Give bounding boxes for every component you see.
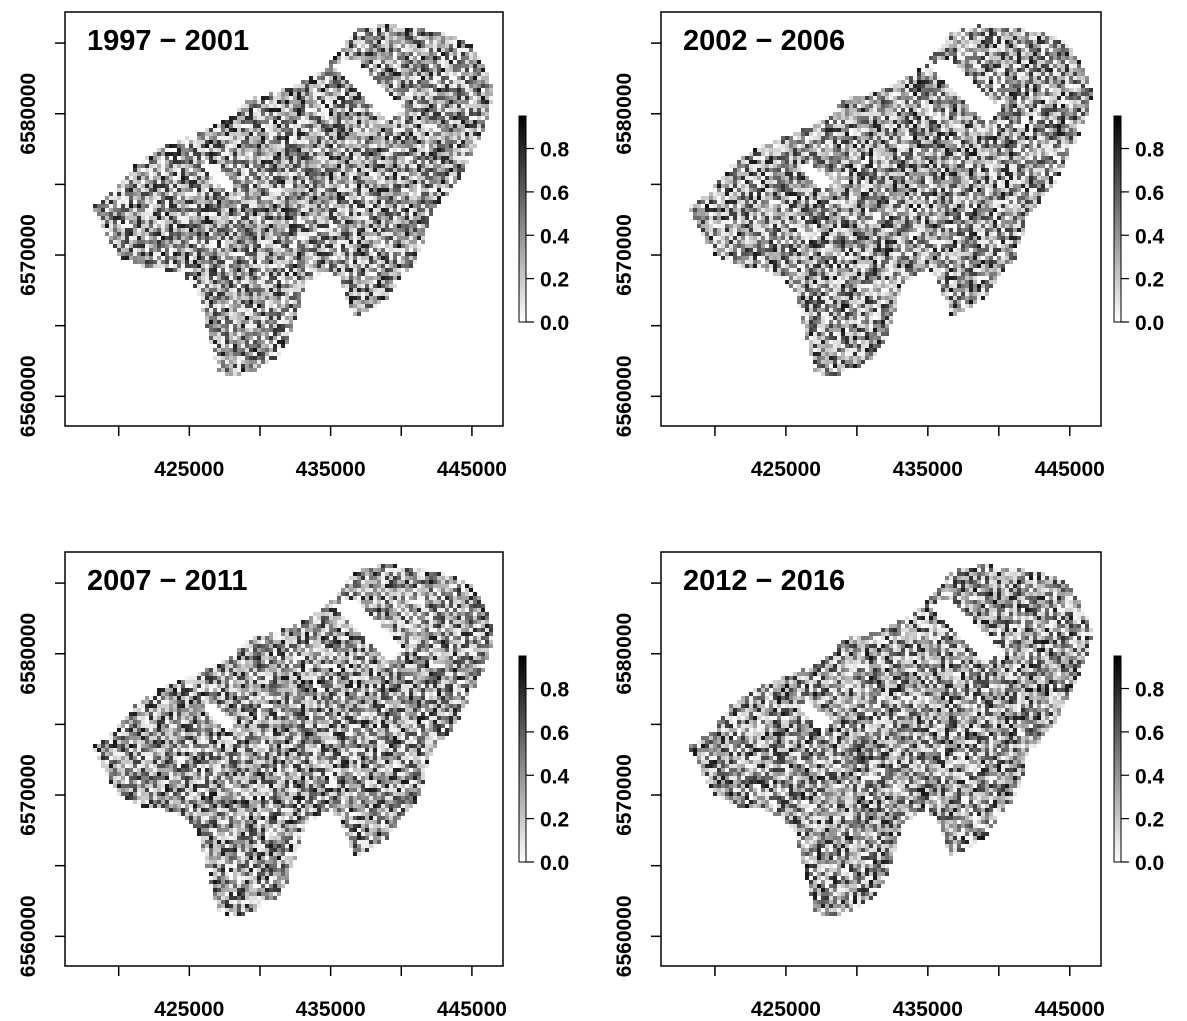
colorbar-tick-label: 0.0 <box>1135 312 1164 335</box>
plot-frame <box>660 11 1102 427</box>
y-tick-label: 6580000 <box>613 73 636 155</box>
y-tick-label: 6560000 <box>613 895 636 977</box>
colorbar-tick-label: 0.6 <box>540 722 569 745</box>
raster-layer <box>689 564 1093 916</box>
plot-frame <box>64 551 504 967</box>
x-tick-label: 445000 <box>437 998 507 1021</box>
x-tick-label: 425000 <box>751 458 821 481</box>
colorbar-tick-label: 0.8 <box>540 139 570 162</box>
x-tick-label: 425000 <box>154 998 224 1021</box>
colorbar-scale <box>518 655 527 863</box>
y-tick-label: 6560000 <box>17 895 40 977</box>
x-tick-label: 425000 <box>154 458 224 481</box>
raster-layer <box>93 24 493 376</box>
y-tick-label: 6570000 <box>613 214 636 296</box>
map-panel: 2002 − 2006 425000 435000 445000 6560000 6570… <box>613 11 1165 481</box>
raster-layer <box>689 24 1093 376</box>
colorbar-tick-label: 0.4 <box>1135 765 1165 788</box>
y-tick-label: 6580000 <box>613 613 636 695</box>
colorbar: 0.0 0.2 0.4 0.6 0.8 <box>518 655 570 875</box>
colorbar-tick-label: 0.4 <box>1135 225 1165 248</box>
colorbar-scale <box>1113 115 1122 323</box>
colorbar-tick-label: 0.6 <box>1135 722 1164 745</box>
colorbar-tick-label: 0.8 <box>540 679 570 702</box>
colorbar-scale <box>1113 655 1122 863</box>
x-tick-label: 445000 <box>1035 998 1105 1021</box>
colorbar-tick-label: 0.8 <box>1135 139 1165 162</box>
x-tick-label: 445000 <box>1035 458 1105 481</box>
x-tick-label: 435000 <box>893 458 963 481</box>
colorbar-tick-label: 0.2 <box>1135 809 1164 832</box>
raster-layer <box>93 564 493 916</box>
colorbar-tick-label: 0.4 <box>540 225 570 248</box>
panel-title: 1997 − 2001 <box>87 25 249 57</box>
y-tick-label: 6570000 <box>613 754 636 836</box>
map-panel: 2007 − 2011 425000 435000 445000 6560000 6570… <box>17 551 570 1021</box>
colorbar-tick-label: 0.2 <box>1135 269 1164 292</box>
plot-frame <box>64 11 504 427</box>
colorbar-tick-label: 0.8 <box>1135 679 1165 702</box>
y-tick-label: 6560000 <box>17 355 40 437</box>
colorbar-tick-label: 0.2 <box>540 269 569 292</box>
colorbar-tick-label: 0.0 <box>540 852 569 875</box>
y-tick-label: 6580000 <box>17 73 40 155</box>
map-panel: 2012 − 2016 425000 435000 445000 6560000 6570… <box>613 551 1165 1021</box>
y-tick-label: 6570000 <box>17 754 40 836</box>
plot-frame <box>660 551 1102 967</box>
colorbar: 0.0 0.2 0.4 0.6 0.8 <box>1113 115 1165 335</box>
x-tick-label: 445000 <box>437 458 507 481</box>
x-tick-label: 435000 <box>296 458 366 481</box>
colorbar-tick-label: 0.0 <box>540 312 569 335</box>
y-tick-label: 6580000 <box>17 613 40 695</box>
colorbar-tick-label: 0.0 <box>1135 852 1164 875</box>
colorbar-tick-label: 0.6 <box>1135 182 1164 205</box>
colorbar-scale <box>518 115 527 323</box>
panel-title: 2002 − 2006 <box>683 25 845 57</box>
colorbar-tick-label: 0.2 <box>540 809 569 832</box>
panel-title: 2007 − 2011 <box>87 565 247 597</box>
x-tick-label: 435000 <box>893 998 963 1021</box>
x-tick-label: 425000 <box>751 998 821 1021</box>
y-tick-label: 6570000 <box>17 214 40 296</box>
panel-title: 2012 − 2016 <box>683 565 845 597</box>
colorbar-tick-label: 0.6 <box>540 182 569 205</box>
map-panel: 1997 − 2001 425000 435000 445000 6560000 6570… <box>17 11 570 481</box>
x-tick-label: 435000 <box>296 998 366 1021</box>
colorbar: 0.0 0.2 0.4 0.6 0.8 <box>518 115 570 335</box>
colorbar: 0.0 0.2 0.4 0.6 0.8 <box>1113 655 1165 875</box>
colorbar-tick-label: 0.4 <box>540 765 570 788</box>
y-tick-label: 6560000 <box>613 355 636 437</box>
